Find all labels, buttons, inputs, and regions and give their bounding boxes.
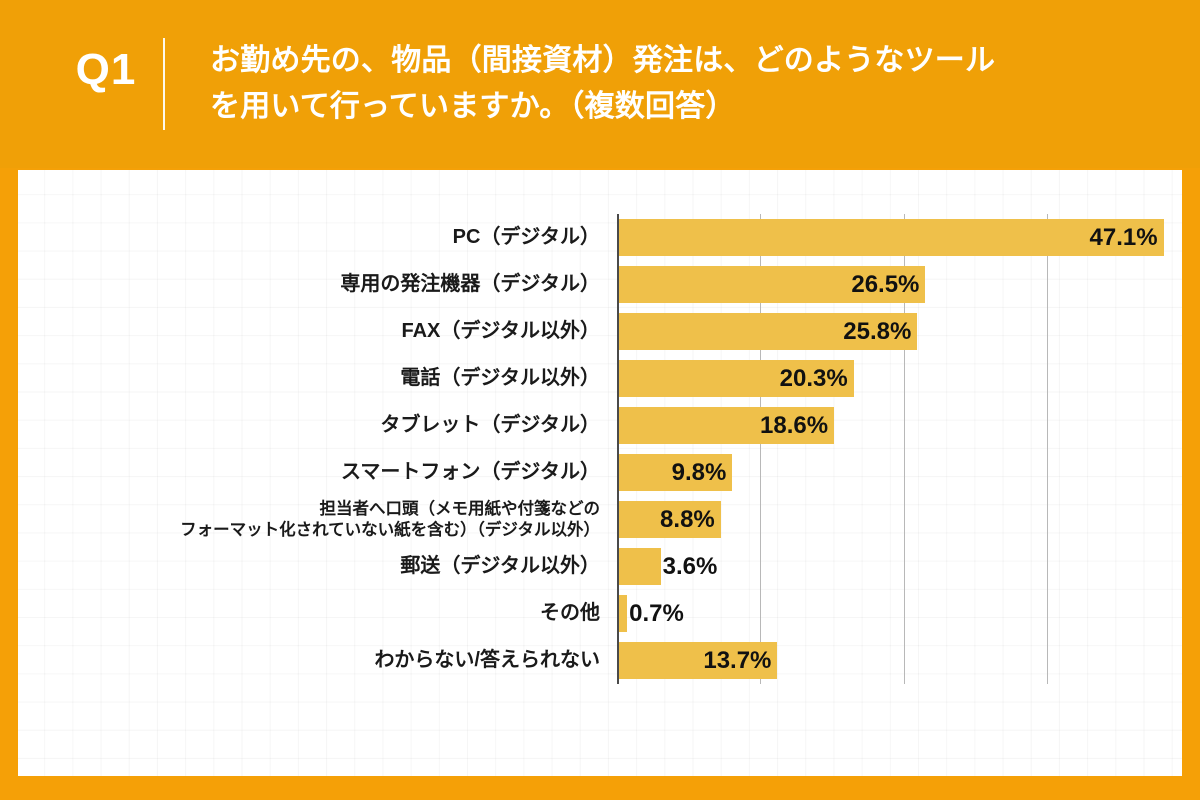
question-number: Q1 xyxy=(75,45,137,94)
question-title: お勤め先の、物品（間接資材）発注は、どのようなツール を用いて行っていますか。（… xyxy=(210,38,1160,129)
chart-row: 専用の発注機器（デジタル） 26.5% xyxy=(18,261,1182,308)
chart-row: 担当者へ口頭（メモ用紙や付箋などの フォーマット化されていない紙を含む）（デジタ… xyxy=(18,496,1182,543)
bar-container[interactable]: 0.7% xyxy=(619,590,684,637)
chart-row: わからない/答えられない 13.7% xyxy=(18,637,1182,684)
category-label: FAX（デジタル以外） xyxy=(401,319,601,342)
bar-value-label: 13.7% xyxy=(703,646,772,674)
category-label: 電話（デジタル以外） xyxy=(400,366,600,389)
bar-value-label: 0.7% xyxy=(629,599,684,627)
category-label: 担当者へ口頭（メモ用紙や付箋などの フォーマット化されていない紙を含む）（デジタ… xyxy=(180,500,600,539)
category-label: わからない/答えられない xyxy=(374,648,600,671)
bar-container[interactable]: 3.6% xyxy=(619,543,717,590)
bar-value-label: 25.8% xyxy=(843,317,912,345)
bar[interactable]: 8.8% xyxy=(619,501,721,538)
bar-container[interactable]: 9.8% xyxy=(619,449,733,496)
chart-y-axis xyxy=(617,214,619,684)
bar[interactable]: 18.6% xyxy=(619,407,835,444)
bar[interactable]: 13.7% xyxy=(619,642,778,679)
question-title-line-1: お勤め先の、物品（間接資材）発注は、どのようなツール xyxy=(210,44,996,77)
chart-row: 郵送（デジタル以外） 3.6% xyxy=(18,543,1182,590)
bar[interactable]: 25.8% xyxy=(619,313,918,350)
bar[interactable]: 47.1% xyxy=(619,219,1164,256)
gridline-2 xyxy=(1047,214,1049,684)
chart-card: PC（デジタル） 47.1% 専用の発注機器（デジタル） 26.5% FAX（デジタル以… xyxy=(18,170,1182,776)
bar-value-label: 9.8% xyxy=(671,458,727,486)
gridline-1 xyxy=(903,214,905,684)
chart-row: PC（デジタル） 47.1% xyxy=(18,214,1182,261)
chart-row: FAX（デジタル以外） 25.8% xyxy=(18,308,1182,355)
chart-row: タブレット（デジタル） 18.6% xyxy=(18,402,1182,449)
bar-value-label: 18.6% xyxy=(760,411,829,439)
bar-container[interactable]: 26.5% xyxy=(619,261,926,308)
question-title-line-2: を用いて行っていますか。（複数回答） xyxy=(210,89,736,123)
chart-row: 電話（デジタル以外） 20.3% xyxy=(18,355,1182,402)
bar[interactable]: 26.5% xyxy=(619,266,926,303)
bar-value-label: 8.8% xyxy=(660,505,715,533)
bar-container[interactable]: 18.6% xyxy=(619,402,835,449)
bar-container[interactable]: 8.8% xyxy=(619,496,721,543)
bar-container[interactable]: 47.1% xyxy=(619,214,1164,261)
category-label: PC（デジタル） xyxy=(452,225,600,248)
header-divider xyxy=(163,38,165,130)
bar-value-label: 3.6% xyxy=(662,552,718,580)
bar-value-label: 47.1% xyxy=(1089,223,1158,251)
bar-container[interactable]: 25.8% xyxy=(619,308,918,355)
bar[interactable]: 0.7% xyxy=(619,595,684,632)
chart-row: その他 0.7% xyxy=(18,590,1182,637)
bar[interactable]: 20.3% xyxy=(619,360,854,397)
bar[interactable]: 3.6% xyxy=(619,548,717,585)
gridline-0 xyxy=(760,214,762,684)
category-label: その他 xyxy=(540,601,600,624)
category-label: スマートフォン（デジタル） xyxy=(341,460,600,483)
bar[interactable]: 9.8% xyxy=(619,454,733,491)
category-label: 郵送（デジタル以外） xyxy=(400,554,600,577)
bar-container[interactable]: 13.7% xyxy=(619,637,778,684)
bottom-accent-band xyxy=(0,776,1200,800)
bar-value-label: 26.5% xyxy=(851,270,920,298)
bar-chart: PC（デジタル） 47.1% 専用の発注機器（デジタル） 26.5% FAX（デジタル以… xyxy=(18,170,1182,684)
bar-value-label: 20.3% xyxy=(779,364,848,392)
category-label: 専用の発注機器（デジタル） xyxy=(340,272,600,295)
bar-container[interactable]: 20.3% xyxy=(619,355,854,402)
header-banner: Q1 お勤め先の、物品（間接資材）発注は、どのようなツール を用いて行っています… xyxy=(0,0,1200,168)
category-label: タブレット（デジタル） xyxy=(380,413,600,436)
chart-row: スマートフォン（デジタル） 9.8% xyxy=(18,449,1182,496)
